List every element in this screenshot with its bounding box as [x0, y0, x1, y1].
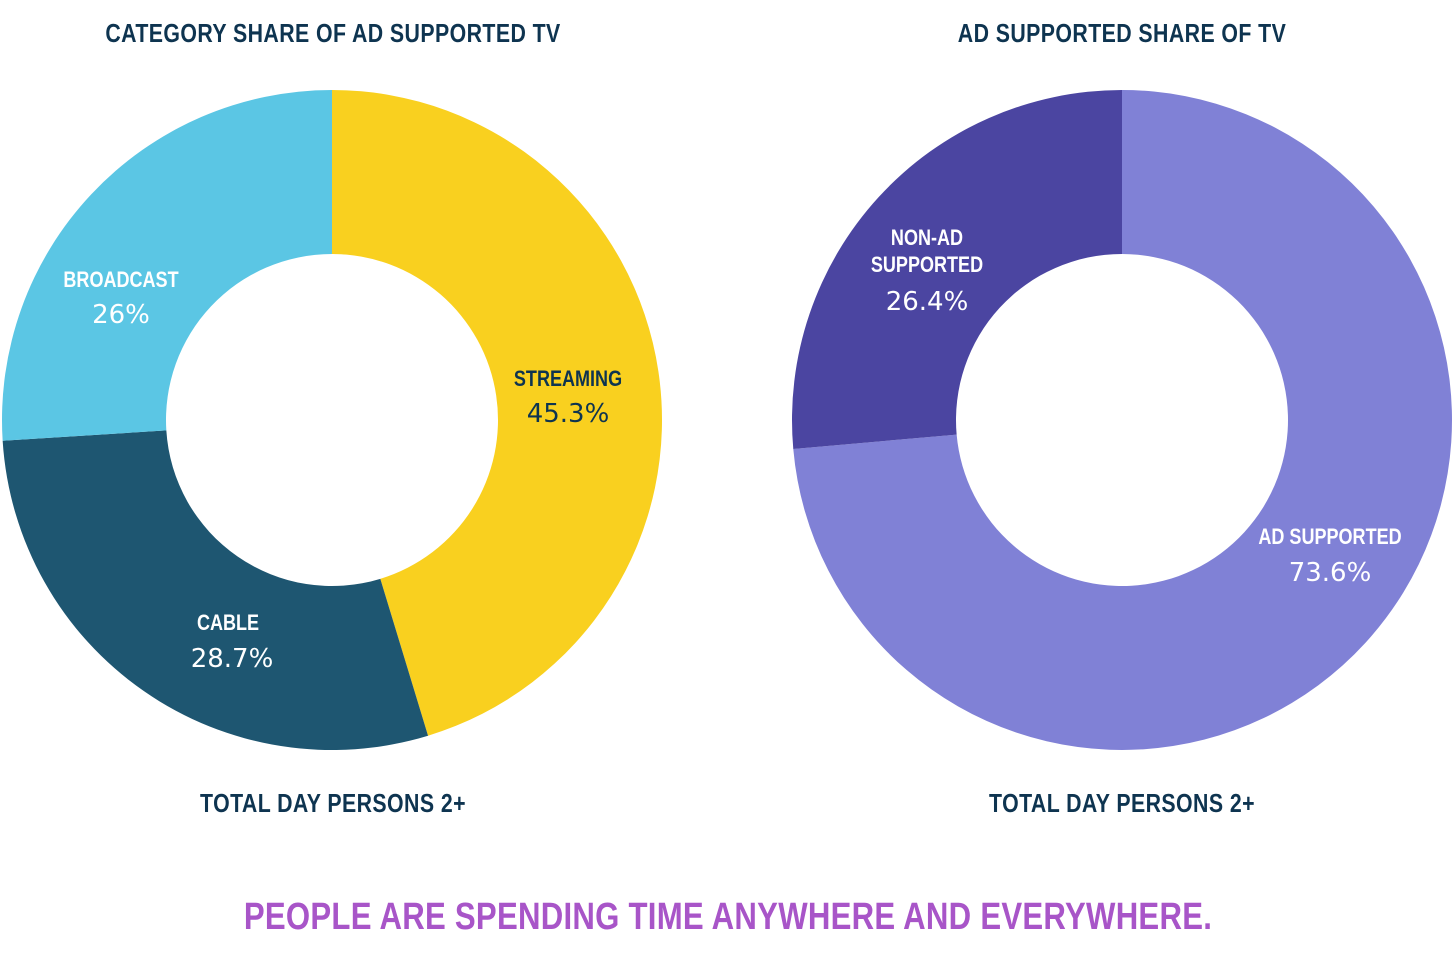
chart2-donut: AD SUPPORTED 73.6% NON-AD SUPPORTED 26.4% — [792, 90, 1453, 751]
label-streaming: STREAMING — [514, 367, 622, 391]
label-broadcast: BROADCAST — [63, 268, 179, 292]
chart1-subtitle: TOTAL DAY PERSONS 2+ — [200, 788, 466, 818]
slice-streaming — [332, 90, 662, 736]
value-cable: 28.7% — [191, 644, 274, 674]
slice-cable — [2, 430, 429, 750]
chart1-donut: STREAMING 45.3% CABLE 28.7% BROADCAST 26% — [1, 90, 662, 750]
chart1-title: CATEGORY SHARE OF AD SUPPORTED TV — [105, 18, 561, 48]
label-cable: CABLE — [197, 611, 259, 635]
value-ad-supported: 73.6% — [1289, 558, 1372, 588]
slice-ad-supported — [793, 90, 1453, 751]
value-non-ad-supported: 26.4% — [886, 287, 969, 317]
chart2-title: AD SUPPORTED SHARE OF TV — [957, 18, 1287, 48]
slice-non-ad-supported — [792, 90, 1122, 449]
label-ad-supported: AD SUPPORTED — [1258, 525, 1401, 549]
footer-tagline: PEOPLE ARE SPENDING TIME ANYWHERE AND EV… — [243, 896, 1213, 938]
slice-broadcast — [1, 90, 332, 441]
value-broadcast: 26% — [92, 300, 150, 330]
value-streaming: 45.3% — [527, 399, 610, 429]
chart2-subtitle: TOTAL DAY PERSONS 2+ — [989, 788, 1255, 818]
label-non-ad-supported: NON-AD SUPPORTED — [871, 226, 983, 277]
